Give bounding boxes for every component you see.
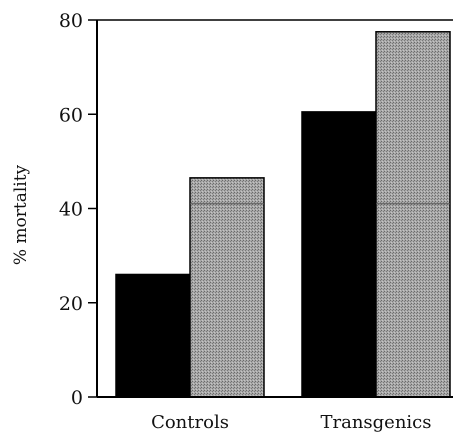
y-tick-label: 40 bbox=[59, 199, 83, 221]
bar-controls-series-1 bbox=[115, 273, 191, 398]
y-tick-label: 20 bbox=[59, 293, 83, 315]
bar-controls-series-2 bbox=[189, 177, 265, 398]
y-tick-label: 0 bbox=[71, 387, 83, 409]
y-ticks-group: 0 20 40 60 80 bbox=[59, 10, 97, 409]
bar-transgenics-series-2 bbox=[375, 31, 451, 398]
x-category-label: Transgenics bbox=[320, 412, 431, 433]
x-category-label: Controls bbox=[151, 412, 229, 433]
x-labels-group: Controls Transgenics bbox=[151, 412, 431, 433]
bar-transgenics-series-1 bbox=[301, 111, 377, 398]
y-tick-label: 80 bbox=[59, 10, 83, 32]
bars-group bbox=[115, 31, 451, 398]
y-tick-label: 60 bbox=[59, 104, 83, 126]
y-axis-label: % mortality bbox=[11, 164, 31, 265]
